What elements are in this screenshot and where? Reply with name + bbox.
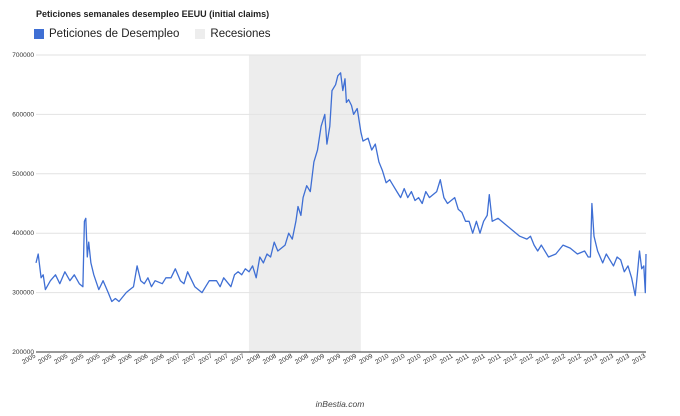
y-tick-label: 400000 [12, 230, 34, 237]
series-line-claims [35, 72, 647, 303]
legend-item-claims[interactable]: Peticiones de Desempleo [34, 28, 179, 40]
legend: Peticiones de Desempleo Recesiones [34, 27, 287, 41]
x-tick-label: 2012 [503, 352, 519, 365]
x-tick-label: 2006 [117, 352, 133, 365]
recession-band [248, 55, 361, 352]
x-tick-label: 2010 [374, 352, 390, 365]
x-tick-label: 2005 [53, 352, 69, 365]
x-tick-label: 2007 [230, 352, 246, 365]
x-tick-label: 2012 [535, 352, 551, 365]
x-tick-label: 2010 [406, 352, 422, 365]
y-tick-label: 500000 [12, 171, 34, 178]
x-tick-label: 2010 [390, 352, 406, 365]
legend-swatch-claims [34, 29, 44, 39]
x-tick-label: 2011 [487, 352, 503, 365]
x-tick-label: 2007 [165, 352, 181, 365]
x-tick-label: 2009 [342, 352, 358, 365]
x-tick-label: 2006 [149, 352, 165, 365]
x-tick-label: 2010 [422, 352, 438, 365]
x-tick-label: 2011 [471, 352, 487, 365]
x-tick-label: 2012 [519, 352, 535, 365]
x-tick-label: 2011 [455, 352, 471, 365]
x-tick-label: 2013 [583, 352, 599, 365]
y-tick-label: 300000 [12, 290, 34, 297]
x-tick-label: 2007 [181, 352, 197, 365]
x-tick-label: 2013 [599, 352, 615, 365]
legend-label-claims: Peticiones de Desempleo [49, 28, 180, 40]
x-tick-label: 2008 [278, 352, 294, 365]
chart-title: Peticiones semanales desempleo EEUU (ini… [36, 9, 270, 19]
x-tick-label: 2009 [310, 352, 326, 365]
x-tick-label: 2005 [85, 352, 101, 365]
x-tick-label: 2013 [631, 352, 647, 365]
x-tick-label: 2006 [101, 352, 117, 365]
x-tick-label: 2006 [133, 352, 149, 365]
y-tick-label: 600000 [12, 111, 34, 118]
x-tick-label: 2008 [262, 352, 278, 365]
y-tick-label: 200000 [12, 349, 34, 356]
source-credit: inBestia.com [315, 399, 365, 409]
x-tick-label: 2009 [326, 352, 342, 365]
x-tick-label: 2013 [615, 352, 631, 365]
x-tick-label: 2007 [198, 352, 214, 365]
x-tick-label: 2012 [567, 352, 583, 365]
x-tick-label: 2011 [439, 352, 455, 365]
x-tick-label: 2005 [69, 352, 85, 365]
x-tick-label: 2005 [37, 352, 53, 365]
x-tick-label: 2008 [294, 352, 310, 365]
x-tick-label: 2007 [214, 352, 230, 365]
x-tick-label: 2009 [358, 352, 374, 365]
legend-swatch-recessions [195, 29, 206, 39]
legend-item-recessions[interactable]: Recesiones [195, 28, 271, 40]
x-tick-label: 2012 [551, 352, 567, 365]
x-tick-label: 2008 [246, 352, 262, 365]
y-tick-label: 700000 [12, 52, 34, 59]
legend-label-recessions: Recesiones [210, 28, 271, 40]
